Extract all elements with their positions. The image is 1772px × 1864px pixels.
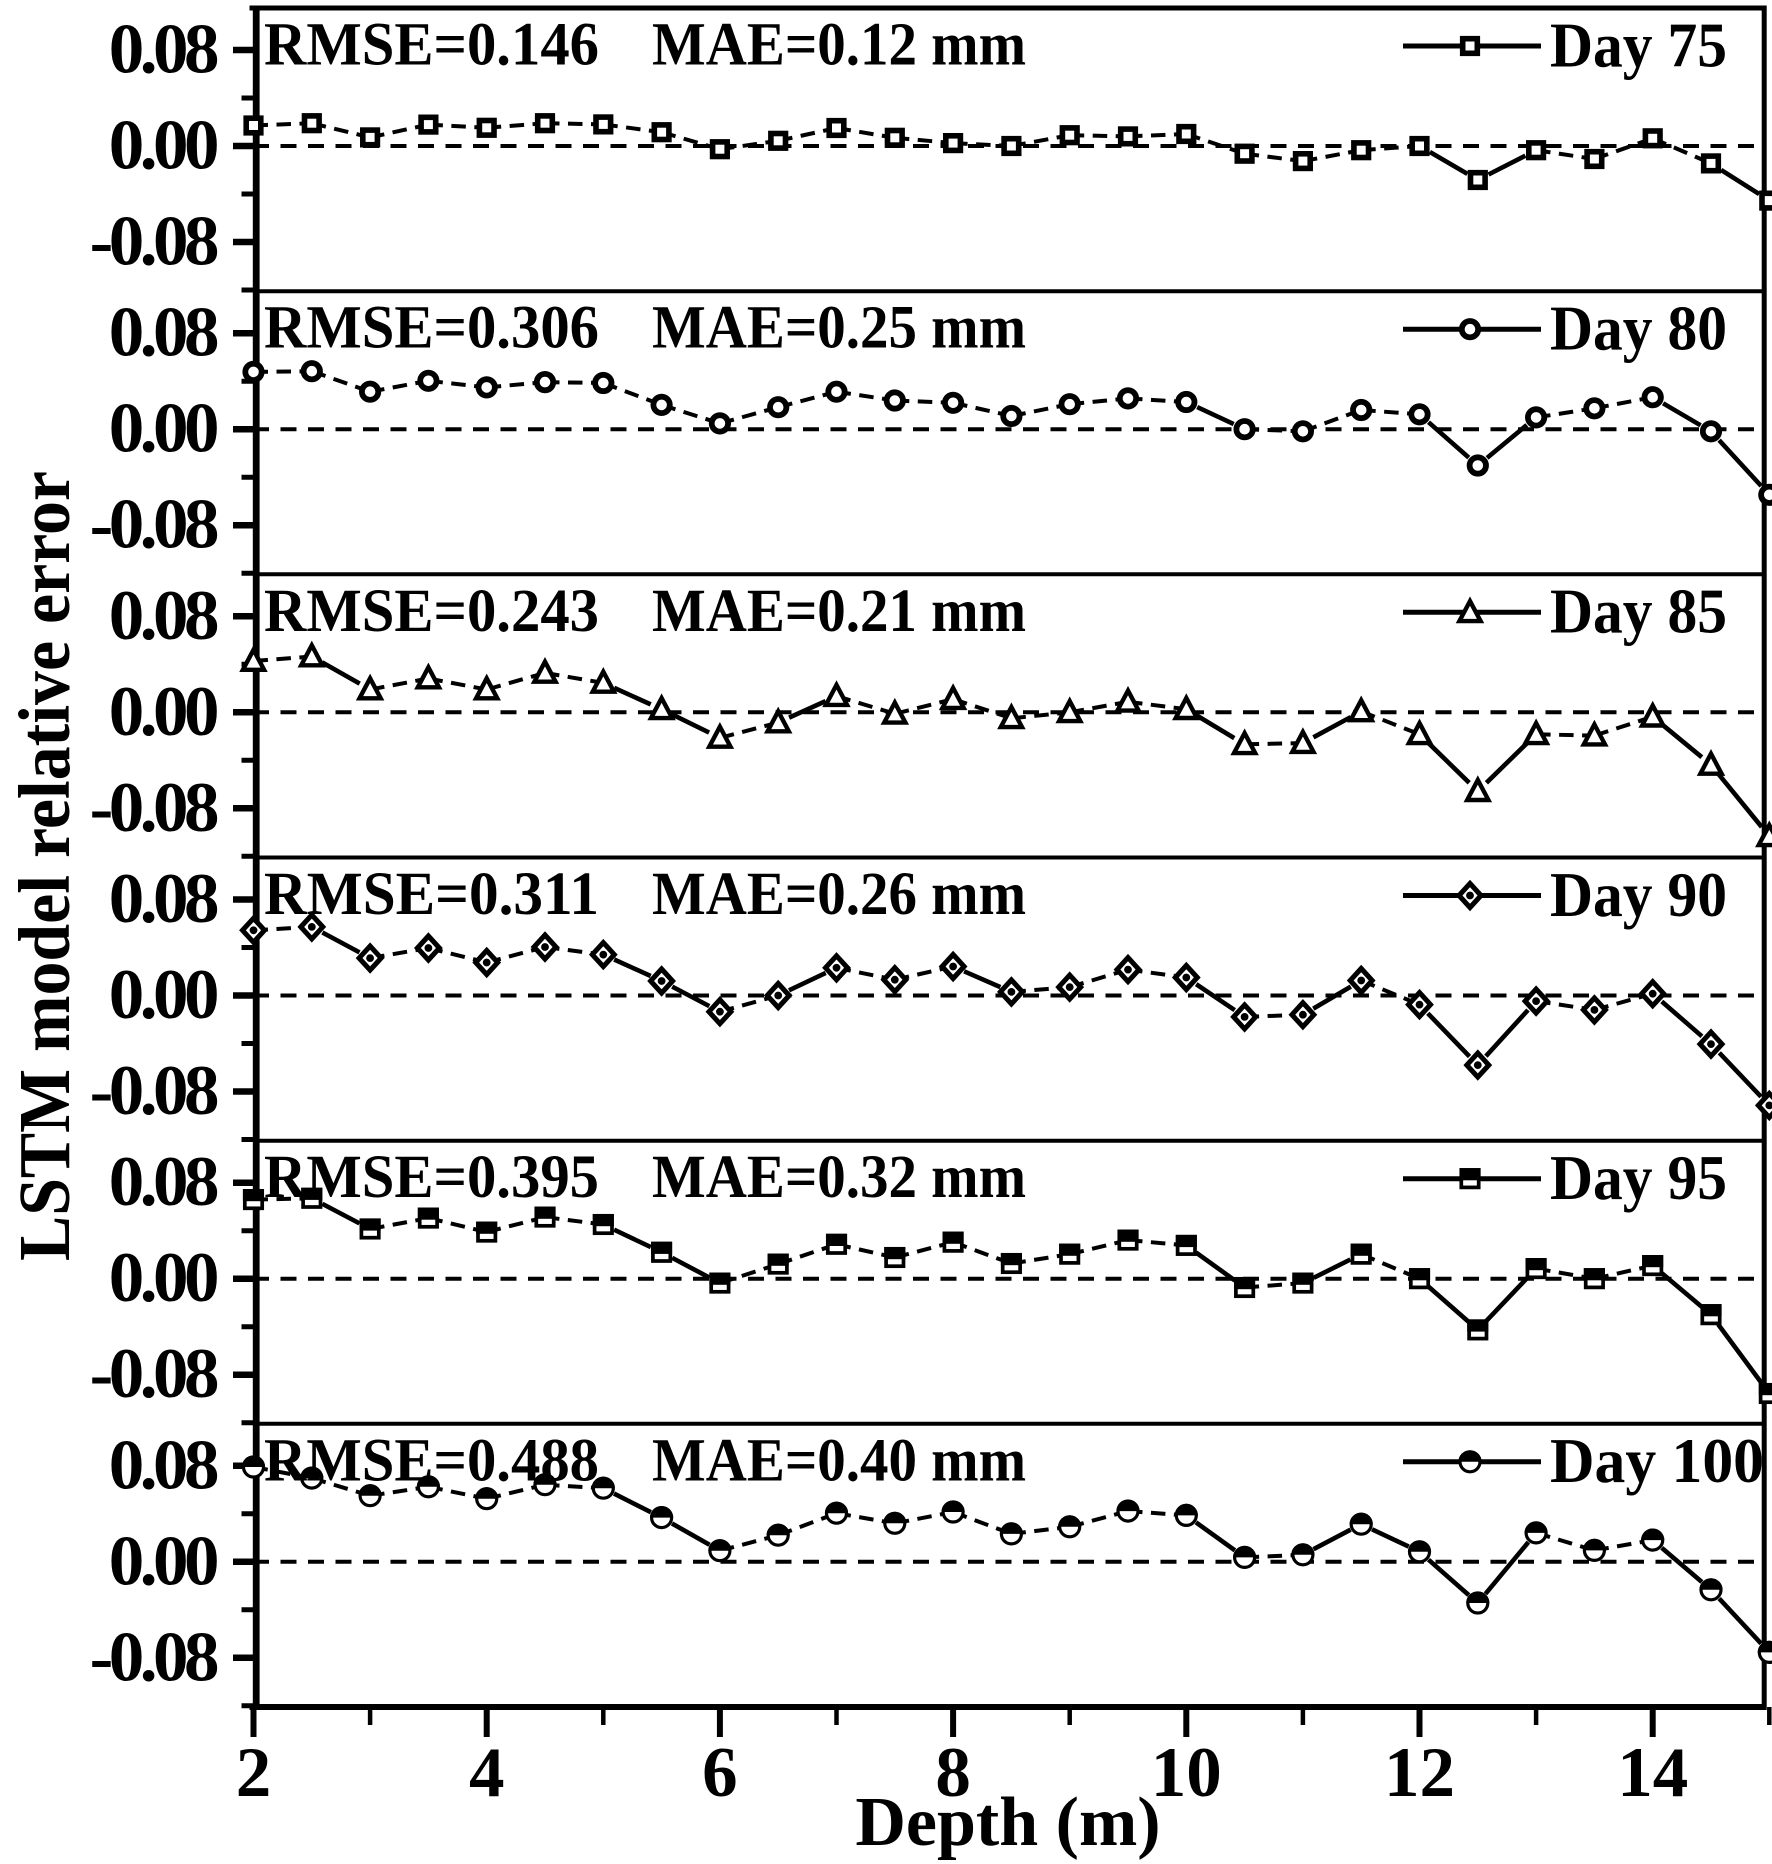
svg-text:MAE=0.12 mm: MAE=0.12 mm bbox=[652, 12, 1026, 79]
svg-text:0.00: 0.00 bbox=[109, 956, 217, 1034]
svg-text:MAE=0.32 mm: MAE=0.32 mm bbox=[652, 1144, 1026, 1211]
svg-text:LSTM model relative error: LSTM model relative error bbox=[4, 471, 85, 1261]
svg-text:Day 85: Day 85 bbox=[1550, 577, 1727, 647]
svg-text:RMSE=0.488: RMSE=0.488 bbox=[264, 1427, 599, 1494]
svg-text:0.00: 0.00 bbox=[109, 1522, 217, 1600]
svg-text:8: 8 bbox=[935, 1734, 971, 1812]
svg-text:RMSE=0.311: RMSE=0.311 bbox=[264, 861, 599, 928]
svg-text:RMSE=0.146: RMSE=0.146 bbox=[264, 12, 599, 79]
svg-text:0.08: 0.08 bbox=[109, 577, 218, 655]
svg-text:RMSE=0.243: RMSE=0.243 bbox=[264, 578, 599, 645]
svg-text:-0.08: -0.08 bbox=[90, 1335, 218, 1413]
svg-text:0.00: 0.00 bbox=[109, 673, 217, 751]
svg-text:0.08: 0.08 bbox=[109, 11, 218, 89]
svg-text:4: 4 bbox=[469, 1734, 505, 1812]
svg-text:RMSE=0.395: RMSE=0.395 bbox=[264, 1144, 599, 1211]
svg-text:10: 10 bbox=[1151, 1734, 1222, 1812]
svg-text:Day 95: Day 95 bbox=[1550, 1143, 1727, 1213]
svg-text:Day 100: Day 100 bbox=[1550, 1426, 1764, 1496]
svg-text:MAE=0.25 mm: MAE=0.25 mm bbox=[652, 295, 1026, 362]
svg-text:0.08: 0.08 bbox=[109, 294, 218, 372]
svg-text:0.00: 0.00 bbox=[109, 107, 217, 185]
svg-text:0.08: 0.08 bbox=[109, 1143, 218, 1221]
svg-text:Day 75: Day 75 bbox=[1550, 10, 1727, 80]
svg-text:-0.08: -0.08 bbox=[90, 769, 218, 847]
svg-text:0.08: 0.08 bbox=[109, 1426, 218, 1504]
svg-text:12: 12 bbox=[1384, 1734, 1455, 1812]
svg-text:-0.08: -0.08 bbox=[90, 486, 218, 564]
svg-text:0.08: 0.08 bbox=[109, 860, 218, 938]
svg-text:MAE=0.40 mm: MAE=0.40 mm bbox=[652, 1427, 1026, 1494]
svg-text:Day 80: Day 80 bbox=[1550, 294, 1727, 364]
svg-text:-0.08: -0.08 bbox=[90, 1052, 218, 1130]
svg-text:0.00: 0.00 bbox=[109, 390, 217, 468]
svg-text:0.00: 0.00 bbox=[109, 1239, 217, 1317]
svg-text:MAE=0.21 mm: MAE=0.21 mm bbox=[652, 578, 1026, 645]
svg-text:Day 90: Day 90 bbox=[1550, 860, 1727, 930]
svg-text:2: 2 bbox=[236, 1734, 272, 1812]
svg-text:RMSE=0.306: RMSE=0.306 bbox=[264, 295, 599, 362]
svg-text:14: 14 bbox=[1617, 1734, 1688, 1812]
svg-text:6: 6 bbox=[702, 1734, 738, 1812]
svg-text:Depth (m): Depth (m) bbox=[855, 1784, 1160, 1861]
svg-text:MAE=0.26 mm: MAE=0.26 mm bbox=[652, 861, 1026, 928]
svg-text:-0.08: -0.08 bbox=[90, 1618, 218, 1696]
svg-text:-0.08: -0.08 bbox=[90, 203, 218, 281]
